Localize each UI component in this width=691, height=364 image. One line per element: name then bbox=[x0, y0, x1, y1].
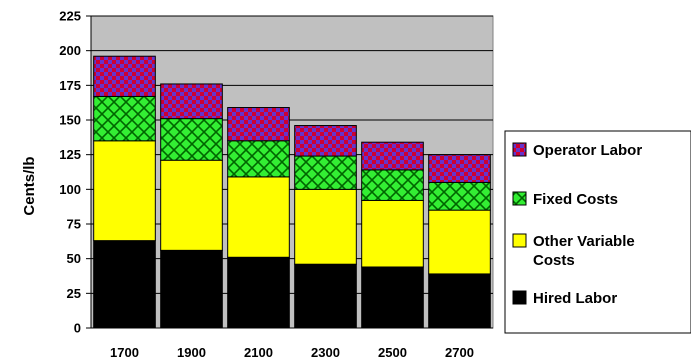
y-tick-label: 0 bbox=[74, 321, 81, 336]
gridlines bbox=[91, 15, 493, 294]
bar-segment-other-variable-costs bbox=[361, 199, 424, 268]
x-tick-label: 2500 bbox=[378, 345, 407, 360]
bar-segment-other-variable-costs bbox=[227, 176, 290, 258]
bar-segment-fixed-costs bbox=[428, 181, 491, 211]
plot-area bbox=[90, 15, 494, 329]
bar-segment-fixed-costs bbox=[227, 140, 290, 178]
x-tick-label: 2700 bbox=[445, 345, 474, 360]
legend-swatch bbox=[512, 233, 527, 248]
bar-segment-fixed-costs bbox=[93, 95, 156, 142]
bar-segment-hired-labor bbox=[428, 273, 491, 329]
bars bbox=[93, 55, 491, 329]
y-tick-label: 175 bbox=[59, 78, 81, 93]
bar-segment-hired-labor bbox=[160, 249, 223, 329]
legend-swatch bbox=[512, 290, 527, 305]
x-tick-label: 2100 bbox=[244, 345, 273, 360]
bar-segment-fixed-costs bbox=[361, 169, 424, 201]
legend-label: Operator Labor bbox=[533, 142, 642, 159]
bar-segment-fixed-costs bbox=[294, 155, 357, 190]
bar-segment-fixed-costs bbox=[160, 118, 223, 161]
bar-segment-operator-labor bbox=[428, 154, 491, 183]
x-tick-label: 2300 bbox=[311, 345, 340, 360]
bar-segment-operator-labor bbox=[294, 125, 357, 157]
bar-segment-other-variable-costs bbox=[93, 140, 156, 242]
legend-swatch bbox=[512, 142, 527, 157]
x-axis: 1700 1900 2100 2300 2500 2700 bbox=[91, 327, 493, 360]
bar-segment-hired-labor bbox=[294, 263, 357, 329]
bar-segment-hired-labor bbox=[361, 266, 424, 329]
y-axis: 0 25 50 75 100 125 150 175 200 225 bbox=[59, 9, 92, 336]
legend-box bbox=[504, 130, 691, 334]
y-tick-label: 25 bbox=[67, 286, 81, 301]
legend-swatch bbox=[512, 191, 527, 206]
y-tick-label: 150 bbox=[59, 113, 81, 128]
y-tick-label: 50 bbox=[67, 251, 81, 266]
bar-segment-other-variable-costs bbox=[160, 159, 223, 251]
bar-segment-operator-labor bbox=[160, 83, 223, 120]
bar-segment-operator-labor bbox=[361, 141, 424, 171]
y-tick-label: 225 bbox=[59, 9, 81, 24]
legend: Operator Labor Fixed Costs Other Variable C… bbox=[504, 130, 691, 334]
legend-label: Fixed Costs bbox=[533, 191, 618, 208]
y-tick-label: 75 bbox=[67, 217, 81, 232]
y-tick-label: 100 bbox=[59, 182, 81, 197]
bar-segment-operator-labor bbox=[93, 55, 156, 97]
legend-label: Hired Labor bbox=[533, 290, 617, 307]
y-tick-label: 200 bbox=[59, 43, 81, 58]
legend-label: Other Variable Costs bbox=[533, 233, 635, 269]
bar-segment-hired-labor bbox=[227, 256, 290, 329]
y-tick-label: 125 bbox=[59, 147, 81, 162]
y-axis-title: Cents/lb bbox=[21, 156, 38, 215]
x-tick-label: 1700 bbox=[110, 345, 139, 360]
bar-segment-hired-labor bbox=[93, 240, 156, 329]
bar-segment-other-variable-costs bbox=[428, 209, 491, 275]
bar-segment-operator-labor bbox=[227, 107, 290, 142]
bar-segment-other-variable-costs bbox=[294, 188, 357, 265]
x-tick-label: 1900 bbox=[177, 345, 206, 360]
